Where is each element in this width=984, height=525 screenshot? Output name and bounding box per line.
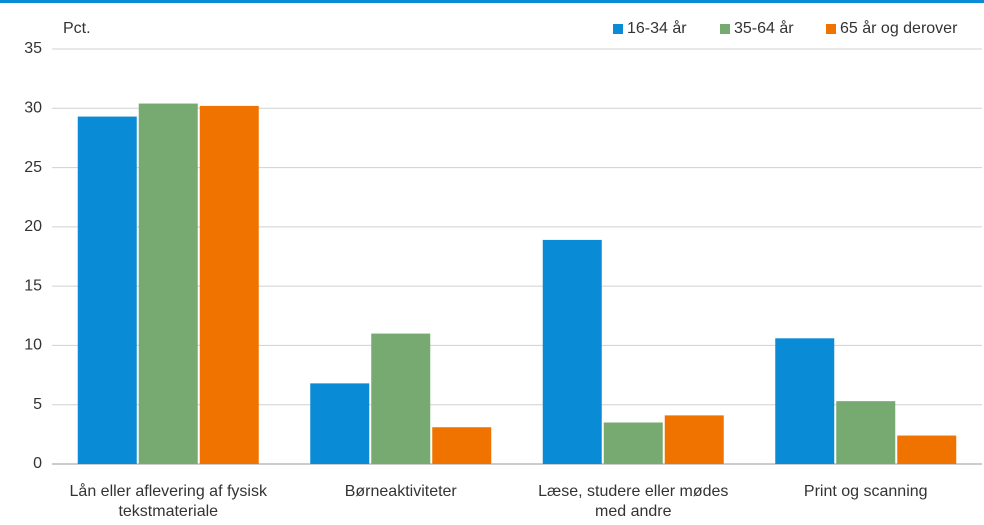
y-tick-label: 25: [24, 159, 42, 176]
y-tick-label: 15: [24, 277, 42, 294]
top-border: [0, 0, 984, 3]
bar: [664, 415, 724, 464]
bar: [77, 116, 137, 464]
x-tick-label: Børneaktiviteter: [344, 483, 457, 500]
x-tick-label: Print og scanning: [803, 483, 928, 500]
x-tick-label: Læse, studere eller mødes med andre: [538, 483, 729, 520]
y-tick-label: 5: [33, 396, 42, 413]
x-tick-label: Lån eller aflevering af fysisk tekstmate…: [69, 483, 267, 520]
bar: [542, 239, 602, 464]
bar: [199, 105, 259, 465]
y-tick-label: 10: [24, 337, 42, 354]
bar: [371, 333, 431, 464]
legend-swatch: [720, 24, 730, 34]
bar: [775, 338, 835, 464]
bar: [310, 383, 370, 464]
bar: [897, 435, 957, 464]
bar: [138, 103, 198, 465]
bar: [432, 427, 492, 464]
y-tick-label: 30: [24, 100, 42, 117]
legend-swatch: [826, 24, 836, 34]
legend-label: 65 år og derover: [840, 19, 958, 37]
y-tick-label: 0: [33, 455, 42, 472]
y-axis-label: Pct.: [63, 20, 91, 37]
legend-label: 35-64 år: [734, 19, 794, 37]
y-tick-label: 35: [24, 40, 42, 57]
bar: [836, 401, 896, 464]
legend-swatch: [613, 24, 623, 34]
bar: [603, 422, 663, 464]
legend-label: 16-34 år: [627, 19, 687, 37]
y-tick-label: 20: [24, 218, 42, 235]
